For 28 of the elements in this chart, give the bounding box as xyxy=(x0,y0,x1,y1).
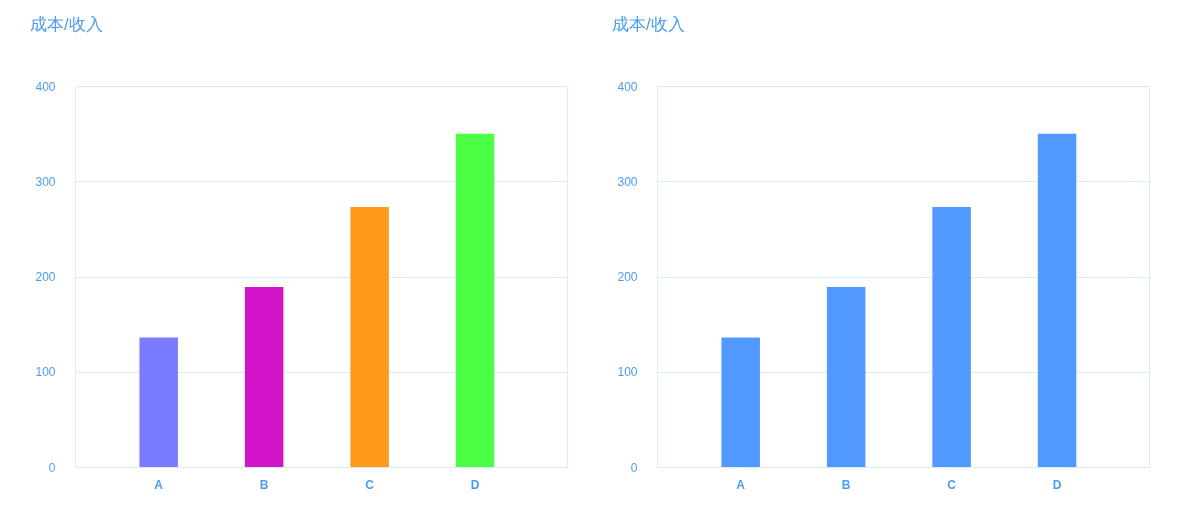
x-tick-label: B xyxy=(259,477,269,492)
chart-title: 成本/收入 xyxy=(612,15,685,34)
x-tick-label: B xyxy=(841,477,851,492)
y-tick-label: 400 xyxy=(617,79,638,94)
bar xyxy=(350,206,389,467)
chart-title: 成本/收入 xyxy=(30,15,103,34)
y-tick-label: 200 xyxy=(35,270,56,284)
x-tick-label: D xyxy=(470,477,480,492)
bar xyxy=(244,286,284,467)
y-tick-label: 300 xyxy=(617,174,638,189)
x-tick-label: A xyxy=(154,477,164,492)
bar xyxy=(455,133,495,467)
y-tick-label: 300 xyxy=(35,174,56,189)
bar xyxy=(721,337,760,467)
y-tick-label: 200 xyxy=(617,270,638,284)
x-tick-label: C xyxy=(365,477,375,492)
y-tick-label: 100 xyxy=(35,365,56,380)
y-tick-label: 0 xyxy=(630,460,638,475)
y-tick-label: 0 xyxy=(48,460,56,475)
x-tick-label: D xyxy=(1052,477,1062,492)
y-tick-label: 400 xyxy=(35,79,56,94)
x-tick-label: C xyxy=(947,477,957,492)
bar xyxy=(1037,133,1077,467)
bar xyxy=(826,286,866,467)
bar xyxy=(139,337,178,467)
x-tick-label: A xyxy=(736,477,746,492)
y-tick-label: 100 xyxy=(617,365,638,380)
bar xyxy=(932,206,971,467)
